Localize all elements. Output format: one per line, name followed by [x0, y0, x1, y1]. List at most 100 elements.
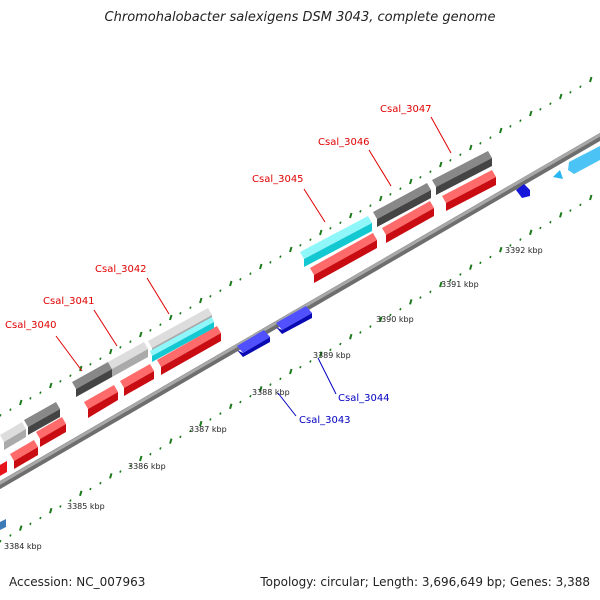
scale-tick	[139, 331, 143, 338]
feature-gene-dark-3040-side	[76, 369, 112, 397]
scale-tick	[389, 193, 392, 196]
gene-label-reverse[interactable]: Csal_3043	[299, 415, 351, 426]
scale-tick	[329, 227, 332, 230]
gene-label-reverse[interactable]: Csal_3044	[338, 393, 390, 404]
scale-tick	[329, 348, 332, 352]
scale-tick	[89, 487, 92, 491]
scale-tick	[379, 316, 383, 323]
kbp-label: 3392 kbp	[505, 246, 543, 255]
scale-tick	[579, 203, 582, 207]
feature-gene-dark-a-side	[28, 409, 60, 435]
scale-tick	[539, 226, 542, 230]
feature-cds-3042b	[157, 326, 221, 367]
feature-cds-3041-side	[88, 392, 118, 418]
scale-tick	[459, 273, 462, 276]
scale-tick	[69, 374, 72, 377]
scale-tick	[479, 261, 482, 265]
gene-label-forward[interactable]: Csal_3042	[95, 264, 147, 275]
scale-tick	[349, 333, 353, 340]
scale-tick	[149, 452, 152, 456]
scale-tick	[499, 127, 503, 134]
other-feature-track	[553, 146, 600, 179]
scale-tick	[529, 229, 533, 236]
scale-tick	[339, 221, 342, 224]
scale-tick	[429, 290, 432, 294]
feature-gene-light-3042	[148, 308, 212, 348]
gene-label-forward[interactable]: Csal_3040	[5, 320, 57, 331]
scale-tick	[349, 212, 353, 219]
scale-tick	[379, 195, 383, 202]
gene-leader-line	[277, 392, 297, 417]
scale-tick	[229, 280, 233, 287]
scale-tick	[0, 539, 2, 543]
feature-cds-3043-side	[237, 337, 270, 357]
feature-cds-3044-side	[276, 313, 312, 334]
gene-leader-line	[93, 309, 118, 347]
scale-tick	[439, 281, 443, 288]
feature-cds-tail	[0, 519, 6, 530]
scale-tick	[259, 263, 263, 270]
feature-gene-cyan-3045	[300, 216, 372, 259]
scale-tick	[449, 159, 452, 162]
feature-gene-light-3041	[108, 342, 148, 369]
feature-gene-dark-3046-side	[377, 190, 431, 227]
scale-tick	[549, 102, 552, 105]
scale-tick	[149, 329, 152, 332]
scale-tick	[569, 209, 572, 212]
scale-tick	[579, 85, 582, 88]
gene-leader-line	[303, 188, 326, 223]
scale-tick	[169, 438, 173, 444]
feature-cds-3040b	[10, 440, 38, 461]
scale-tick	[449, 278, 452, 282]
scale-tick	[209, 418, 212, 421]
scale-tick	[159, 323, 162, 326]
scale-tick	[569, 91, 572, 94]
scale-tick	[109, 473, 113, 479]
feature-gene-dark-3040	[72, 362, 112, 389]
feature-cds-3043	[237, 330, 270, 353]
feature-cds-3042a	[120, 364, 154, 388]
feature-cds-3047	[442, 170, 496, 203]
scale-tick	[99, 357, 102, 360]
scale-tick	[359, 210, 362, 213]
gene-label-forward[interactable]: Csal_3046	[318, 137, 370, 148]
scale-tick	[499, 246, 503, 253]
scale-tick	[309, 360, 312, 363]
scale-tick	[49, 382, 53, 389]
accession-text: Accession: NC_007963	[9, 575, 146, 589]
gene-label-forward[interactable]: Csal_3041	[43, 296, 95, 307]
gene-label-forward[interactable]: Csal_3047	[380, 104, 432, 115]
feature-gene-dark-3047	[432, 151, 492, 187]
gene-label-forward[interactable]: Csal_3045	[252, 174, 304, 185]
scale-tick	[39, 391, 42, 394]
scale-tick	[19, 399, 23, 406]
scale-tick	[169, 314, 173, 321]
scale-tick	[359, 331, 362, 334]
scale-tick	[9, 408, 12, 411]
scale-tick	[469, 264, 473, 270]
scale-tick	[219, 289, 222, 292]
feature-cds-small	[516, 184, 530, 198]
scale-tick	[509, 244, 512, 247]
scale-tick	[369, 204, 372, 207]
feature-cds-3040c	[36, 417, 66, 439]
scale-tick	[99, 481, 102, 485]
kbp-label: 3390 kbp	[376, 315, 414, 324]
feature-cds-3041	[84, 385, 118, 409]
feature-cds-3045-side	[314, 240, 377, 283]
map-title: Chromohalobacter salexigens DSM 3043, co…	[104, 10, 496, 25]
scale-tick	[409, 299, 413, 305]
feature-gene-dark-a	[24, 402, 60, 427]
scale-tick	[559, 93, 563, 100]
scale-tick	[369, 325, 372, 328]
scale-tick	[279, 377, 282, 381]
scale-tick	[119, 346, 122, 349]
scale-tick	[509, 125, 512, 128]
feature-gene-light-3041-side	[112, 349, 148, 377]
feature-other-a	[553, 170, 563, 179]
scale-tick	[179, 435, 182, 439]
scale-tick	[429, 170, 432, 173]
scale-tick	[129, 464, 132, 468]
feature-cds-3046	[382, 201, 434, 235]
